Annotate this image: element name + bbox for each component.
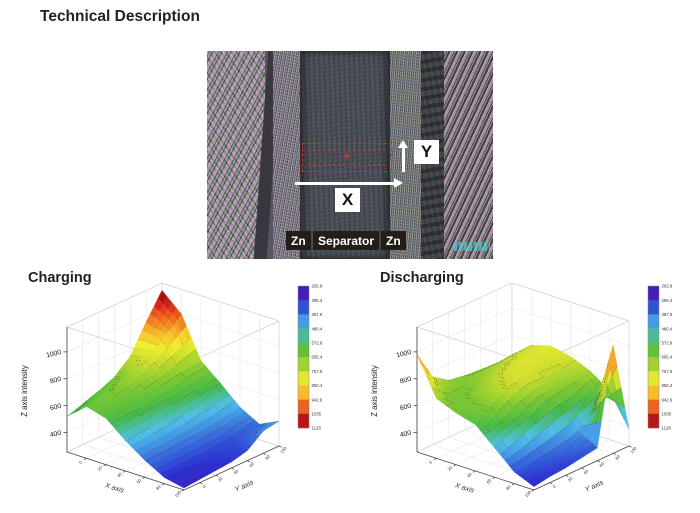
roi-marker-row [308, 164, 386, 166]
svg-text:Z axis intensity: Z axis intensity [370, 365, 379, 417]
svg-text:0: 0 [428, 459, 434, 465]
svg-text:40: 40 [232, 468, 239, 475]
svg-text:480.4: 480.4 [312, 326, 323, 331]
svg-text:20: 20 [96, 465, 103, 472]
svg-text:20: 20 [446, 465, 453, 472]
zn-right-tag: Zn [381, 231, 406, 251]
x-axis-label: X [335, 188, 360, 212]
svg-text:202.9: 202.9 [312, 284, 323, 289]
page-title: Technical Description [40, 8, 200, 25]
svg-text:20: 20 [217, 475, 224, 482]
svg-text:60: 60 [135, 477, 142, 484]
surface [416, 344, 630, 487]
svg-text:942.9: 942.9 [662, 397, 673, 402]
svg-text:100: 100 [174, 489, 183, 498]
svg-text:387.9: 387.9 [662, 312, 673, 317]
x-direction-arrow [295, 178, 403, 187]
svg-text:387.9: 387.9 [312, 312, 323, 317]
svg-text:757.9: 757.9 [312, 369, 323, 374]
wall-grid [416, 289, 630, 484]
discharging-section-title: Discharging [380, 270, 464, 286]
electrode-inner-left-texture [273, 51, 300, 259]
scan-roi-box: + [302, 143, 392, 172]
svg-text:Y axis: Y axis [233, 477, 255, 493]
svg-text:60: 60 [485, 477, 492, 484]
svg-text:850.4: 850.4 [662, 383, 673, 388]
svg-text:1128: 1128 [662, 426, 672, 431]
svg-text:20: 20 [567, 475, 574, 482]
scale-watermark [454, 242, 490, 251]
contour-lines [75, 302, 266, 481]
contour-lines [424, 344, 626, 484]
svg-text:600: 600 [399, 403, 412, 413]
micrograph-noise-overlay [207, 51, 493, 259]
svg-text:80: 80 [505, 484, 512, 491]
svg-text:942.9: 942.9 [312, 397, 323, 402]
svg-text:572.9: 572.9 [662, 341, 673, 346]
svg-text:100: 100 [279, 445, 288, 454]
svg-text:295.4: 295.4 [312, 298, 323, 303]
svg-text:1000: 1000 [46, 349, 63, 360]
svg-text:665.4: 665.4 [662, 355, 673, 360]
svg-text:0: 0 [202, 484, 208, 490]
zn-electrode-right-texture [444, 51, 493, 259]
svg-text:800: 800 [399, 376, 412, 386]
charging-section-title: Charging [28, 270, 92, 286]
svg-text:40: 40 [466, 471, 473, 478]
svg-text:60: 60 [598, 461, 605, 468]
svg-text:80: 80 [264, 453, 271, 460]
svg-text:40: 40 [582, 468, 589, 475]
separator-channel [300, 51, 390, 259]
colorbar: 202.9 295.4 387.9 480.4 572.9 665.4 757.9 850.4… [647, 284, 673, 431]
svg-text:202.9: 202.9 [662, 284, 673, 289]
svg-text:600: 600 [49, 403, 62, 413]
zn-left-tag: Zn [286, 231, 311, 251]
svg-text:100: 100 [629, 445, 638, 454]
svg-text:850.4: 850.4 [312, 383, 323, 388]
svg-text:X axis: X axis [103, 480, 126, 495]
svg-text:Y axis: Y axis [583, 477, 605, 493]
y-direction-arrow [398, 140, 408, 172]
svg-text:1000: 1000 [396, 349, 413, 360]
svg-text:X axis: X axis [453, 480, 476, 495]
colorbar: 202.9 295.4 387.9 480.4 572.9 665.4 757.9 850.4… [297, 284, 323, 431]
svg-text:757.9: 757.9 [662, 369, 673, 374]
svg-text:Z axis intensity: Z axis intensity [20, 365, 29, 417]
roi-marker-row [308, 149, 386, 151]
svg-text:40: 40 [116, 471, 123, 478]
svg-text:0: 0 [78, 459, 84, 465]
svg-text:1035: 1035 [662, 412, 672, 417]
micrograph-image: + X Y Zn Separator Zn [207, 51, 493, 259]
svg-text:400: 400 [49, 430, 62, 440]
svg-text:1128: 1128 [312, 426, 322, 431]
svg-text:80: 80 [155, 484, 162, 491]
svg-text:665.4: 665.4 [312, 355, 323, 360]
svg-text:400: 400 [399, 430, 412, 440]
y-axis-label: Y [414, 140, 439, 164]
svg-text:60: 60 [248, 461, 255, 468]
svg-text:572.9: 572.9 [312, 341, 323, 346]
svg-text:0: 0 [552, 484, 558, 490]
svg-text:295.4: 295.4 [662, 298, 673, 303]
svg-text:1035: 1035 [312, 412, 322, 417]
roi-center-cross: + [343, 150, 351, 163]
svg-text:480.4: 480.4 [662, 326, 673, 331]
separator-tag: Separator [313, 231, 380, 251]
svg-text:100: 100 [524, 489, 533, 498]
svg-text:800: 800 [49, 376, 62, 386]
svg-text:80: 80 [614, 453, 621, 460]
